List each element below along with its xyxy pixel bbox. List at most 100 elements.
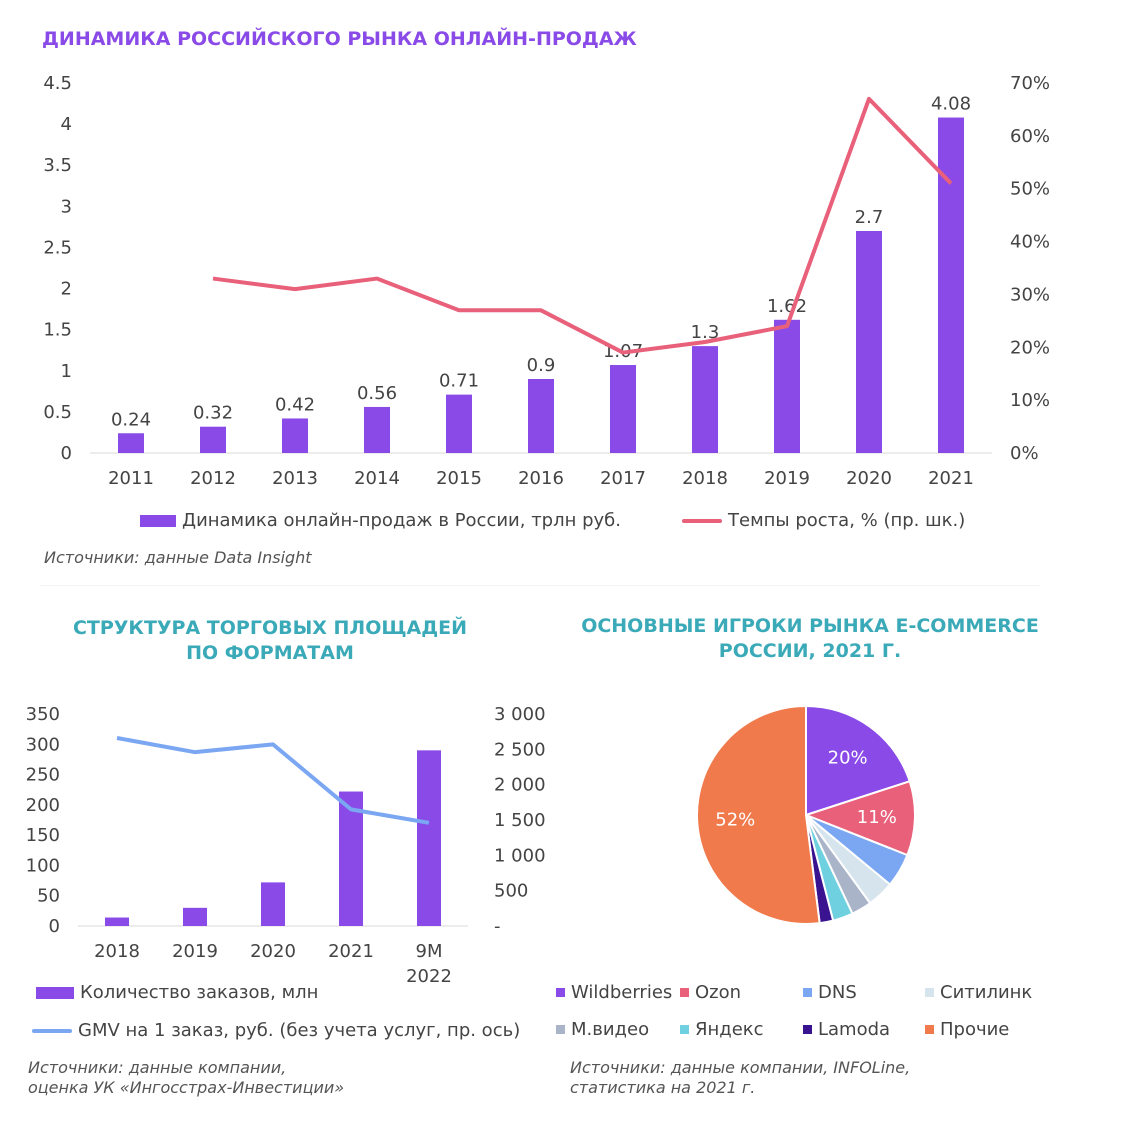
pie-slice [805,704,911,817]
chart2-legend-bar-label: Количество заказов, млн [80,982,319,1003]
data-label: 1.3 [691,322,720,343]
bar [856,231,882,453]
data-label: 4.08 [931,94,971,115]
x-tick: 2018 [682,468,728,489]
chart1-title: ДИНАМИКА РОССИЙСКОГО РЫНКА ОНЛАЙН-ПРОДАЖ [42,28,637,50]
chart2-source-line1: Источники: данные компании, [28,1058,287,1077]
chart3-title-line1: ОСНОВНЫЕ ИГРОКИ РЫНКА E-COMMERCE [581,615,1039,637]
legend-item: М.видео [556,1019,649,1040]
y-left-tick: 2.5 [43,237,72,258]
legend-swatch [680,988,689,997]
legend-label: Lamoda [818,1019,891,1040]
bar [774,319,800,453]
legend-item: Яндекс [680,1019,764,1040]
y-right-tick: 60% [1010,126,1050,147]
legend-item: Ozon [680,982,741,1003]
y-left-tick: 1.5 [43,320,72,341]
chart2-plot: 0 50 100 150 200 250 300 350 - 500 1 000 1 500 2 000… [26,704,546,987]
chart3-source-line2: статистика на 2021 г. [570,1078,756,1097]
y-right-tick: 3 000 [494,704,546,725]
data-label: 0.42 [275,394,315,415]
growth-line [212,96,953,355]
bar [183,907,207,926]
x-tick: 2018 [94,941,140,962]
bar [339,791,363,926]
chart2-legend-bar: Количество заказов, млн [36,982,318,1003]
chart1-plot: 0 0.5 1 1.5 2 2.5 3 3.5 4 4.5 0% 10% 20% 30% 40% 50% 60%… [43,73,1050,489]
chart1-legend-bar-label: Динамика онлайн-продаж в России, трлн ру… [182,510,621,531]
legend-label: Wildberries [571,982,673,1003]
bar [261,882,285,926]
y-right-tick: 0% [1010,443,1039,464]
bar [528,379,554,453]
y-left-tick: 4.5 [43,73,72,94]
legend-swatch [925,988,934,997]
legend-label: Ozon [695,982,742,1003]
y-left-tick: 250 [26,765,60,786]
chart2-title-line2: ПО ФОРМАТАМ [186,642,354,664]
data-label: 0.9 [527,355,556,376]
chart2-legend-line-label: GMV на 1 заказ, руб. (без учета услуг, п… [78,1020,521,1041]
chart2-title-line1: СТРУКТУРА ТОРГОВЫХ ПЛОЩАДЕЙ [72,617,468,639]
x-tick: 2011 [108,468,154,489]
x-tick: 2012 [190,468,236,489]
chart1-legend-line-label: Темпы роста, % (пр. шк.) [728,510,966,531]
y-left-tick: 4 [61,114,72,135]
slice-label: 20% [828,748,868,769]
y-left-tick: 0 [61,443,72,464]
pie-slice [696,704,821,925]
y-right-tick: 2 000 [494,775,546,796]
chart2-title: СТРУКТУРА ТОРГОВЫХ ПЛОЩАДЕЙ ПО ФОРМАТАМ [60,616,480,666]
x-tick: 2017 [600,468,646,489]
legend-swatch [803,988,812,997]
y-left-tick: 200 [26,795,60,816]
data-label: 0.24 [111,409,151,430]
x-tick: 2014 [354,468,400,489]
y-left-tick: 0 [49,916,60,937]
y-right-tick: 1 500 [494,810,546,831]
bar [118,433,144,453]
chart3-source-line1: Источники: данные компании, INFOLine, [570,1058,911,1077]
x-tick: 2013 [272,468,318,489]
y-right-tick: 500 [494,881,528,902]
bar [417,750,441,926]
bar [692,346,718,453]
chart1-legend-line: Темпы роста, % (пр. шк.) [682,510,965,531]
chart2-source: Источники: данные компании, оценка УК «И… [28,1058,344,1098]
x-tick: 2021 [928,468,974,489]
legend-item: Lamoda [803,1019,890,1040]
x-tick: 2019 [764,468,810,489]
y-right-tick: 40% [1010,232,1050,253]
y-left-tick: 2 [61,279,72,300]
legend-swatch [803,1025,812,1034]
y-left-tick: 300 [26,734,60,755]
y-right-tick: 2 500 [494,739,546,760]
legend-bar-swatch [140,514,176,527]
x-tick: 2015 [436,468,482,489]
x-tick: 9M [416,941,443,962]
y-right-tick: 10% [1010,390,1050,411]
y-left-tick: 50 [37,886,60,907]
bar [200,426,226,453]
data-label: 0.32 [193,403,233,424]
data-label: 0.71 [439,371,479,392]
data-label: 2.7 [855,207,884,228]
slice-label: 52% [715,809,755,830]
legend-label: DNS [818,982,857,1003]
pie-slice [803,780,916,857]
legend-label: Яндекс [695,1019,764,1040]
x-tick: 2020 [846,468,892,489]
y-left-tick: 3.5 [43,155,72,176]
legend-swatch [556,988,565,997]
y-right-tick: 20% [1010,337,1050,358]
chart2-legend-line: GMV на 1 заказ, руб. (без учета услуг, п… [32,1020,520,1041]
chart1-legend-bar: Динамика онлайн-продаж в России, трлн ру… [140,510,621,531]
data-label: 0.56 [357,383,397,404]
x-tick: 2021 [328,941,374,962]
legend-label: Прочие [940,1019,1010,1040]
legend-label: Ситилинк [940,982,1033,1003]
y-right-tick: 1 000 [494,845,546,866]
bar [364,406,390,453]
legend-item: Прочие [925,1019,1009,1040]
gmv-line [116,736,430,825]
